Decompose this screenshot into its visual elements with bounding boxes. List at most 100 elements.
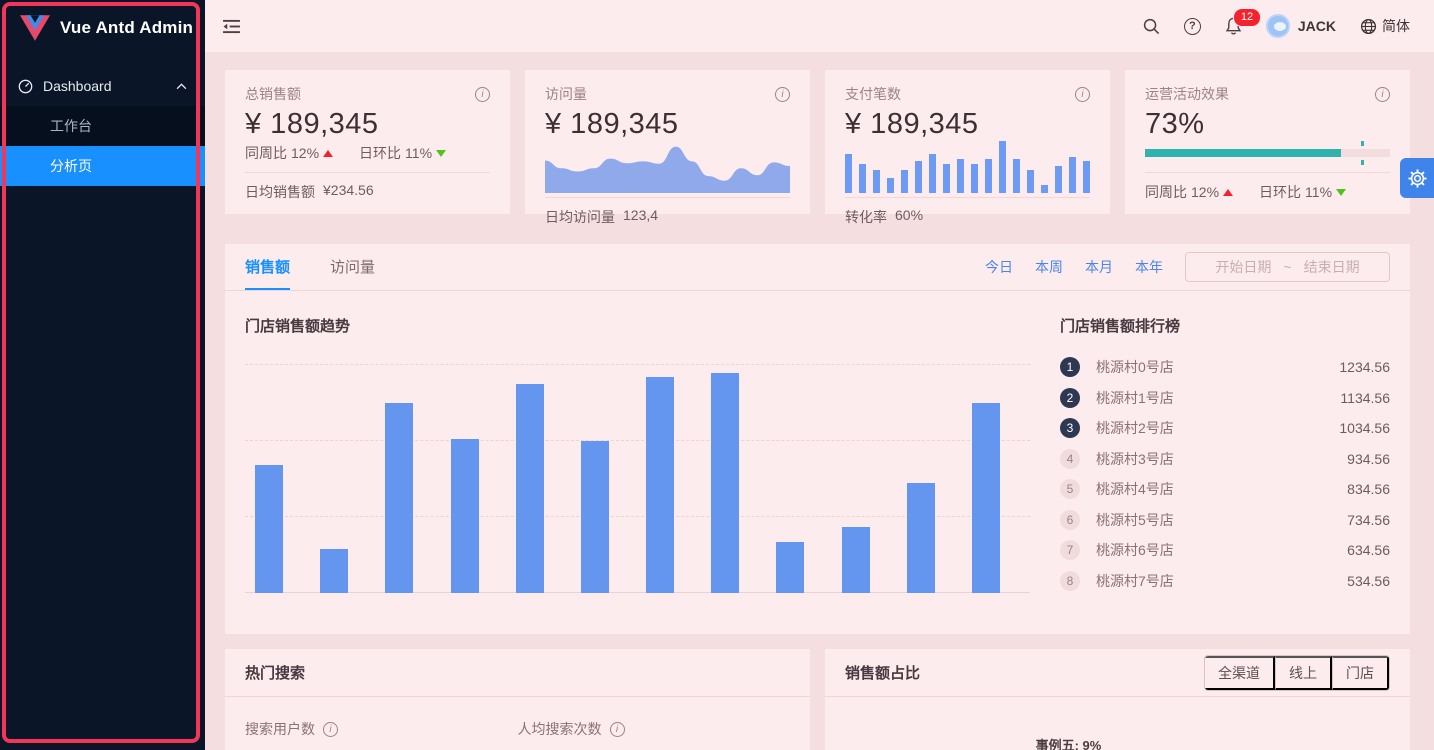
mini-chart-bar (1069, 156, 1076, 193)
chart-bar (711, 372, 740, 593)
sidebar-collapse-button[interactable] (223, 19, 240, 34)
store-name: 桃源村1号店 (1096, 389, 1174, 406)
day-over-day-trend: 日环比 11% (1259, 182, 1347, 202)
info-icon[interactable]: i (1375, 86, 1390, 102)
card-title: 销售额占比 (845, 665, 921, 682)
mini-chart-bar (1013, 159, 1020, 193)
sidebar-item-dashboard[interactable]: Dashboard (0, 66, 205, 106)
sales-ratio-card: 销售额占比 全渠道 线上 门店 事例五: 9% (825, 649, 1410, 750)
mini-chart-bar (1041, 185, 1048, 193)
sidebar: Vue Antd Admin Dashboard 工作台 分析页 (0, 0, 205, 750)
sidebar-item-label: 分析页 (50, 158, 92, 174)
store-sales-trend-section: 门店销售额趋势 (245, 315, 1030, 596)
trend-label: 同周比 (1145, 184, 1187, 200)
user-menu[interactable]: JACK (1265, 14, 1336, 38)
info-icon[interactable]: i (323, 721, 338, 737)
mini-chart-bar (971, 164, 978, 193)
date-separator: ~ (1283, 259, 1292, 275)
stat-cards-row: 总销售额 i ¥ 189,345 同周比 12% 日环比 11% (225, 70, 1410, 225)
stat-card-value: ¥ 189,345 (545, 108, 679, 140)
notifications-button[interactable]: 12 (1225, 8, 1262, 35)
filter-stores-button[interactable]: 门店 (1332, 655, 1389, 690)
store-sales-value: 1134.56 (1340, 389, 1390, 406)
trend-value: 12% (291, 145, 320, 161)
caret-down-icon (436, 149, 447, 157)
rank-badge: 6 (1060, 509, 1080, 530)
mini-chart-bar (915, 160, 922, 193)
progress-target-marker (1360, 141, 1364, 146)
store-sales-value: 1034.56 (1339, 420, 1390, 437)
caret-up-icon (323, 149, 334, 157)
avg-search-metric: 人均搜索次数 i 2.7 71.2 (518, 719, 791, 750)
help-button[interactable]: ? (1183, 17, 1201, 35)
search-button[interactable] (1143, 18, 1160, 35)
info-icon[interactable]: i (775, 86, 790, 102)
footer-label: 日均销售额 (245, 184, 315, 200)
ranking-list: 1 桃源村0号店 1234.56 2 桃源村1号店 1134.56 3 桃源村2号店 1034.… (1060, 352, 1390, 596)
app-logo[interactable]: Vue Antd Admin (0, 0, 205, 56)
metric-value: 2.7 (518, 745, 560, 750)
bottom-cards-row: 热门搜索 搜索用户数 i 12321 71.2 (225, 649, 1410, 750)
hot-search-card: 热门搜索 搜索用户数 i 12321 71.2 (225, 649, 810, 750)
chart-bar (385, 403, 414, 593)
mini-chart-bar (943, 164, 950, 193)
range-month-link[interactable]: 本月 (1085, 259, 1113, 275)
range-year-link[interactable]: 本年 (1135, 259, 1163, 275)
operations-progress-bar (1145, 141, 1390, 165)
ranking-row: 4 桃源村3号店 934.56 (1060, 444, 1390, 475)
info-icon[interactable]: i (609, 721, 625, 737)
chart-bar (971, 403, 1000, 593)
date-range-picker[interactable]: 开始日期 ~ 结束日期 (1185, 252, 1390, 282)
tab-label: 销售额 (245, 258, 291, 276)
main-content: 总销售额 i ¥ 189,345 同周比 12% 日环比 11% (205, 52, 1434, 750)
stat-card-payments: 支付笔数 i ¥ 189,345 转化率 60% (825, 70, 1110, 225)
pie-slice-label: 事例五: 9% (1035, 738, 1102, 750)
range-week-link[interactable]: 本周 (1035, 259, 1063, 275)
store-sales-value: 834.56 (1347, 481, 1390, 498)
info-icon[interactable]: i (1075, 86, 1090, 102)
footer-value: ¥234.56 (323, 182, 374, 198)
store-name: 桃源村7号店 (1096, 572, 1174, 589)
trend-value: 11% (405, 145, 433, 161)
language-label: 简体 (1382, 18, 1410, 34)
language-switcher[interactable]: 简体 (1360, 16, 1410, 36)
chart-bar (450, 438, 479, 593)
rank-badge: 8 (1060, 570, 1080, 591)
footer-label: 转化率 (845, 209, 887, 225)
ranking-title: 门店销售额排行榜 (1060, 318, 1181, 335)
stat-card-value: 73% (1145, 108, 1205, 140)
filter-all-channels-button[interactable]: 全渠道 (1205, 655, 1275, 690)
mini-chart-bar (929, 154, 936, 193)
info-icon[interactable]: i (475, 86, 490, 102)
sidebar-item-label: Dashboard (43, 78, 112, 94)
ranking-row: 1 桃源村0号店 1234.56 (1060, 352, 1390, 383)
trend-label: 日环比 (1259, 184, 1302, 200)
dashboard-icon (18, 79, 33, 93)
chart-bar (776, 542, 805, 593)
sidebar-item-analysis[interactable]: 分析页 (0, 146, 205, 186)
ranking-row: 2 桃源村1号店 1134.56 (1060, 383, 1390, 414)
ranking-row: 5 桃源村4号店 834.56 (1060, 474, 1390, 505)
gear-icon (1407, 168, 1427, 188)
mini-chart-bar (1083, 160, 1090, 193)
store-name: 桃源村4号店 (1096, 481, 1174, 498)
mini-chart-bar (1027, 169, 1034, 193)
tab-visits[interactable]: 访问量 (330, 244, 375, 290)
chevron-up-icon (176, 82, 187, 89)
vue-logo-icon (20, 15, 50, 41)
trend-bar-chart-bars (255, 348, 1000, 593)
search-icon (1143, 18, 1159, 34)
chart-bar (646, 376, 675, 593)
tab-sales[interactable]: 销售额 (245, 244, 291, 290)
menu-fold-icon (223, 19, 240, 33)
mini-chart-bar (901, 169, 908, 193)
channel-filter-group: 全渠道 线上 门店 (1204, 654, 1390, 691)
theme-settings-button[interactable] (1400, 158, 1434, 198)
mini-chart-bar (859, 164, 866, 193)
progress-target-marker (1360, 160, 1364, 165)
day-over-day-trend: 日环比 11% (359, 143, 447, 163)
store-sales-value: 634.56 (1347, 542, 1390, 559)
range-today-link[interactable]: 今日 (985, 259, 1013, 275)
sidebar-item-workplace[interactable]: 工作台 (0, 106, 205, 146)
filter-online-button[interactable]: 线上 (1275, 655, 1332, 690)
